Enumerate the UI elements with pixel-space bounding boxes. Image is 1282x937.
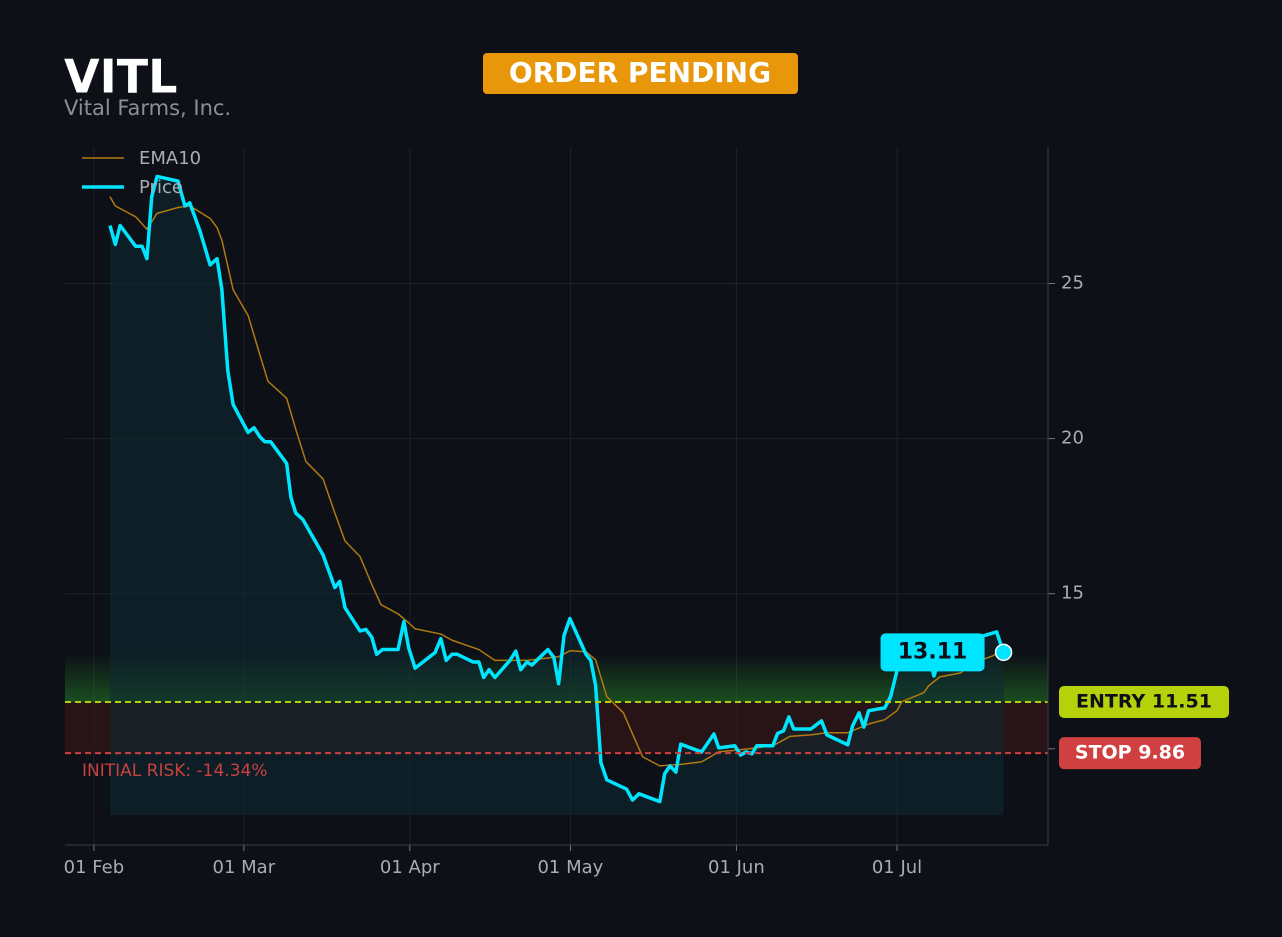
entry-label-bg (1059, 685, 1229, 718)
x-tick-label: 01 Jul (872, 857, 922, 878)
y-tick-label: 15 (1061, 583, 1084, 604)
price-area (109, 176, 1004, 815)
x-tick-label: 01 May (537, 857, 603, 878)
price-label-bg (880, 633, 985, 672)
price-label: 13.11 (898, 639, 968, 664)
x-tick-label: 01 Feb (64, 857, 125, 878)
badge-bg (483, 53, 798, 94)
stop-label: STOP 9.86 (1075, 742, 1185, 764)
y-tick-label: 20 (1061, 428, 1084, 449)
ticker-title: VITL (64, 50, 177, 104)
x-tick-label: 01 Apr (380, 857, 440, 878)
series-line (108, 174, 1006, 804)
stop-label-bg (1059, 737, 1201, 770)
x-tick-label: 01 Mar (213, 857, 276, 878)
risk-annotation: INITIAL RISK: -14.34% (82, 761, 268, 781)
entry-label: ENTRY 11.51 (1076, 690, 1212, 712)
y-tick-label: 25 (1061, 272, 1084, 293)
x-tick-label: 01 Jun (708, 857, 765, 878)
status-badge: ORDER PENDING (509, 56, 771, 89)
legend-label: Price (139, 177, 183, 198)
subtitle: Vital Farms, Inc. (64, 96, 231, 120)
last-point (994, 643, 1013, 662)
legend-label: EMA10 (139, 148, 201, 169)
